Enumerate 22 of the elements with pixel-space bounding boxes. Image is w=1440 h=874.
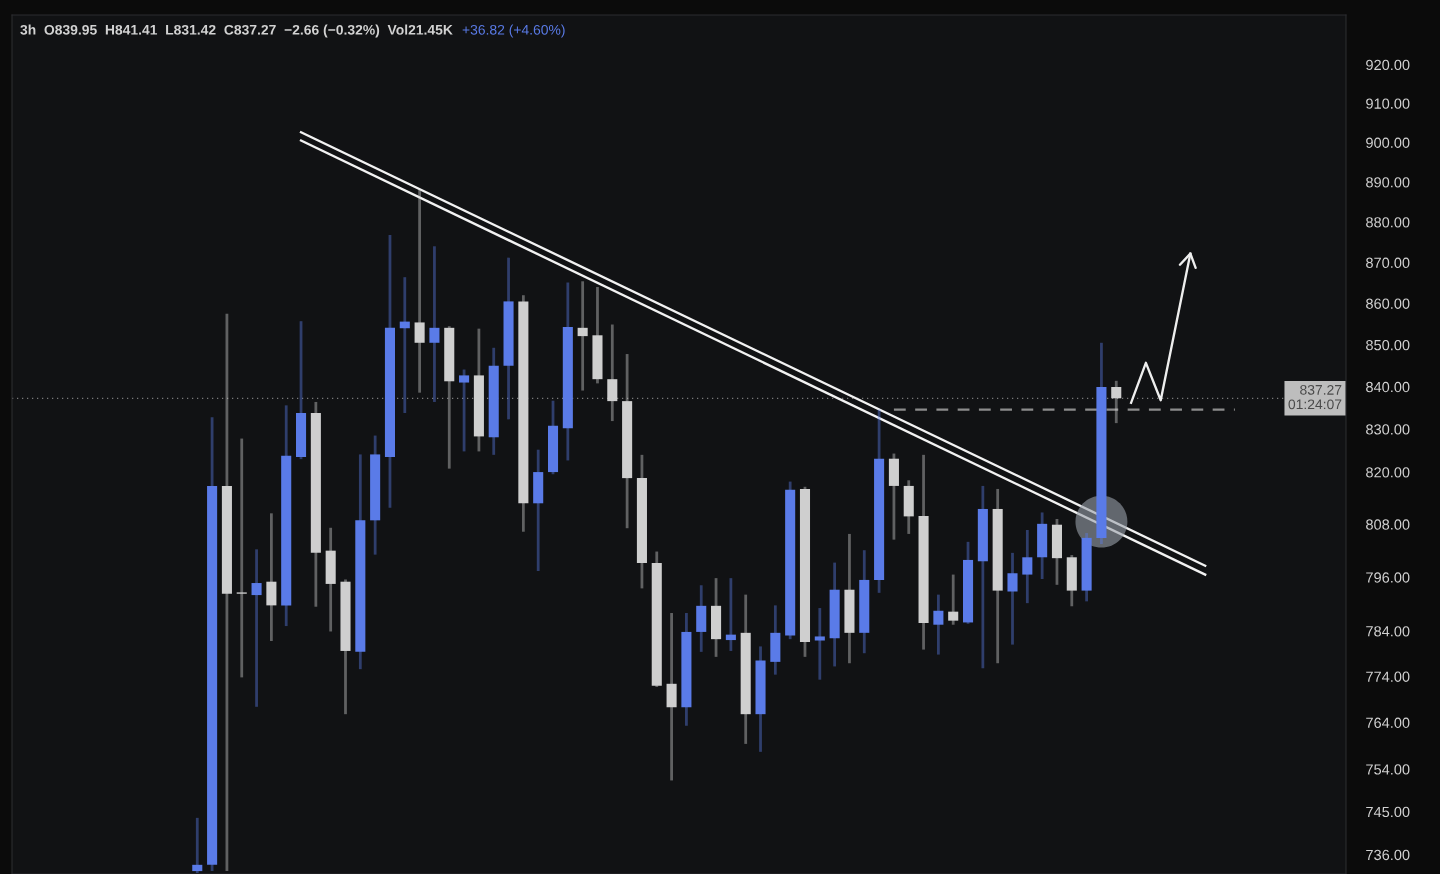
y-tick-label: 840.00 <box>1366 381 1410 393</box>
y-tick-label: 754.00 <box>1366 764 1410 775</box>
y-tick-label: 860.00 <box>1366 298 1410 309</box>
y-tick-label: 900.00 <box>1366 137 1410 148</box>
y-tick-label: 820.00 <box>1366 467 1410 478</box>
y-tick-label: 880.00 <box>1366 217 1410 228</box>
y-tick-label: 910.00 <box>1366 98 1410 109</box>
y-tick-label: 736.00 <box>1366 849 1410 861</box>
y-tick-label: 745.00 <box>1366 806 1410 818</box>
y-tick-label: 830.00 <box>1366 424 1410 435</box>
text: +36.82 (+4.60%) <box>462 24 565 38</box>
y-tick-label: 808.00 <box>1366 519 1410 530</box>
y-tick-label: 870.00 <box>1366 257 1410 268</box>
y-tick-label: 764.00 <box>1366 717 1410 728</box>
y-tick-label: 784.00 <box>1366 626 1410 637</box>
y-tick-label: 774.00 <box>1366 671 1410 682</box>
y-tick-label: 796.00 <box>1366 572 1410 583</box>
y-tick-label: 920.00 <box>1366 59 1410 71</box>
ref-line-label: 837.27 01:24:07 <box>1288 384 1342 410</box>
text: 3h O839.95 H841.41 L831.42 C837.27 −2.66 (−0.32%) Vol21.45K <box>20 24 453 38</box>
y-tick-label: 850.00 <box>1366 339 1410 351</box>
y-tick-label: 890.00 <box>1366 177 1410 188</box>
